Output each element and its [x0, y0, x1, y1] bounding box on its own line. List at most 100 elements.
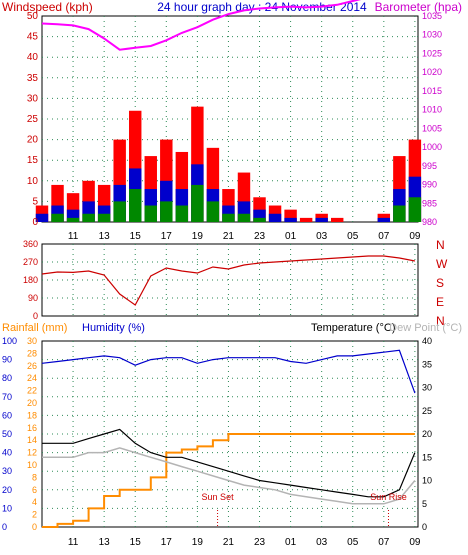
x-tick-label: 05 [347, 231, 359, 242]
wind-min-bar [206, 201, 220, 222]
temperature-tick-label: 40 [422, 336, 432, 346]
windspeed-axis-title: Windspeed (kph) [2, 0, 93, 14]
barometer-tick-label: 1030 [422, 30, 442, 40]
windspeed-tick-label: 45 [27, 32, 39, 43]
wind-min-bar [97, 213, 111, 222]
temperature-tick-label: 5 [422, 499, 427, 509]
barometer-tick-label: 995 [422, 161, 437, 171]
barometer-tick-label: 1015 [422, 86, 442, 96]
wind-min-bar [113, 201, 126, 222]
wind-min-bar [237, 213, 251, 222]
barometer-tick-label: 1025 [422, 48, 442, 58]
wind-min-bar [191, 184, 204, 222]
barometer-tick-label: 1000 [422, 142, 442, 152]
humidity-line [41, 349, 416, 394]
compass-label: S [436, 276, 444, 290]
compass-label: E [436, 295, 444, 309]
wind-min-bar [51, 213, 64, 222]
direction-tick-label: 90 [28, 293, 38, 303]
wind-min-bar [393, 205, 406, 222]
wind-min-bar [144, 205, 157, 222]
x-tick-label: 11 [68, 537, 79, 548]
wind-series [35, 106, 422, 222]
barometer-tick-label: 1010 [422, 105, 442, 115]
windspeed-tick-label: 30 [27, 93, 39, 104]
dewpoint-axis-title: Dew Point (°C) [389, 322, 462, 334]
humidity-tick-label: 70 [2, 392, 12, 402]
rainfall-tick-label: 8 [32, 472, 37, 482]
axis-labels: 0510152025303540455098098599099510001005… [2, 11, 448, 548]
rainfall-tick-label: 22 [27, 386, 37, 396]
humidity-tick-label: 80 [2, 373, 12, 383]
x-tick-label: 13 [99, 231, 111, 242]
direction-tick-label: 360 [23, 239, 38, 249]
wind-min-bar [129, 189, 142, 222]
windspeed-tick-label: 0 [32, 217, 38, 228]
temperature-tick-label: 35 [422, 359, 432, 369]
x-tick-label: 01 [285, 537, 297, 548]
x-tick-label: 17 [161, 231, 173, 242]
wind-average-bar [315, 217, 328, 222]
x-tick-label: 23 [254, 537, 266, 548]
direction-tick-label: 270 [23, 257, 38, 267]
x-tick-label: 15 [130, 231, 142, 242]
direction-series [41, 255, 416, 306]
x-tick-label: 09 [409, 537, 421, 548]
x-tick-label: 03 [316, 537, 328, 548]
windspeed-tick-label: 50 [27, 11, 39, 22]
windspeed-tick-label: 40 [27, 52, 39, 63]
compass-label: N [436, 314, 445, 328]
humidity-tick-label: 50 [2, 429, 12, 439]
x-tick-label: 01 [285, 231, 297, 242]
windspeed-tick-label: 25 [27, 114, 39, 125]
x-tick-label: 07 [378, 537, 390, 548]
x-tick-label: 13 [99, 537, 111, 548]
wind-min-bar [82, 213, 95, 222]
humidity-tick-label: 40 [2, 448, 12, 458]
rainfall-line [42, 433, 415, 528]
rainfall-tick-label: 24 [27, 373, 37, 383]
x-tick-label: 09 [409, 231, 421, 242]
windspeed-tick-label: 10 [27, 176, 39, 187]
wind-average-bar [377, 217, 391, 222]
rainfall-tick-label: 12 [27, 448, 37, 458]
rainfall-tick-label: 30 [27, 336, 37, 346]
barometer-tick-label: 1005 [422, 123, 442, 133]
humidity-tick-label: 0 [2, 522, 7, 532]
direction-tick-label: 180 [23, 275, 38, 285]
wind-min-bar [175, 205, 189, 222]
windspeed-tick-label: 15 [27, 155, 39, 166]
wind-gust-bar [330, 217, 344, 222]
temperature-tick-label: 0 [422, 522, 427, 532]
rainfall-axis-title: Rainfall (mm) [2, 322, 67, 334]
compass-label: N [436, 238, 445, 252]
barometer-tick-label: 1035 [422, 11, 442, 21]
wind-average-bar [284, 217, 297, 222]
windspeed-tick-label: 35 [27, 73, 39, 84]
x-tick-label: 21 [223, 537, 235, 548]
rainfall-tick-label: 18 [27, 410, 37, 420]
barometer-tick-label: 990 [422, 180, 437, 190]
barometer-tick-label: 985 [422, 198, 437, 208]
rainfall-tick-label: 2 [32, 510, 37, 520]
wind-min-bar [66, 217, 80, 222]
temperature-axis-title: Temperature (°C) [311, 322, 395, 334]
x-tick-label: 03 [316, 231, 328, 242]
grid [42, 16, 418, 527]
x-tick-label: 17 [161, 537, 173, 548]
dewpoint-line [42, 447, 416, 505]
wind-min-bar [222, 213, 235, 222]
humidity-axis-title: Humidity (%) [82, 322, 145, 334]
wind-min-bar [160, 201, 173, 222]
temperature-tick-label: 20 [422, 429, 432, 439]
temperature-tick-label: 15 [422, 452, 432, 462]
humidity-tick-label: 30 [2, 466, 12, 476]
wind-min-bar [253, 217, 266, 222]
temperature-tick-label: 30 [422, 383, 432, 393]
sun-label: Sun Set [202, 492, 235, 502]
rainfall-tick-label: 28 [27, 348, 37, 358]
wind-average-bar [35, 213, 49, 222]
rainfall-tick-label: 6 [32, 485, 37, 495]
x-tick-label: 19 [192, 537, 204, 548]
